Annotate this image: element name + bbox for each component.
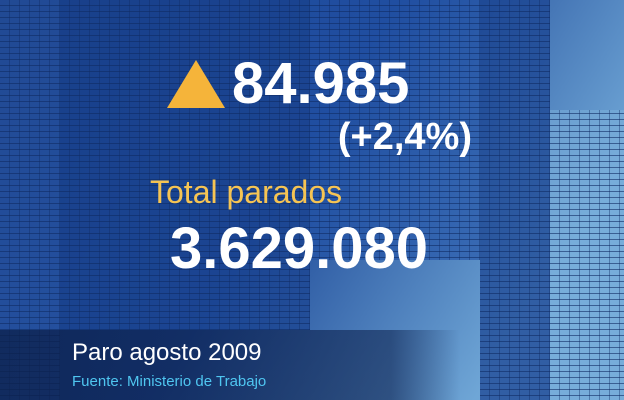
change-percent: (+2,4%) bbox=[337, 116, 472, 158]
triangle bbox=[167, 60, 225, 108]
building-windows bbox=[310, 0, 480, 260]
total-value: 3.629.080 bbox=[170, 216, 429, 281]
caption-band bbox=[0, 330, 460, 400]
building-windows bbox=[60, 0, 310, 330]
building-windows bbox=[550, 110, 624, 400]
source: Fuente: Ministerio de Trabajo bbox=[72, 373, 267, 390]
caption: Paro agosto 2009 bbox=[72, 339, 262, 366]
total-label: Total parados bbox=[150, 174, 343, 210]
building-windows bbox=[480, 0, 550, 400]
up-arrow-icon bbox=[167, 60, 225, 108]
increase-value: 84.985 bbox=[232, 51, 410, 116]
